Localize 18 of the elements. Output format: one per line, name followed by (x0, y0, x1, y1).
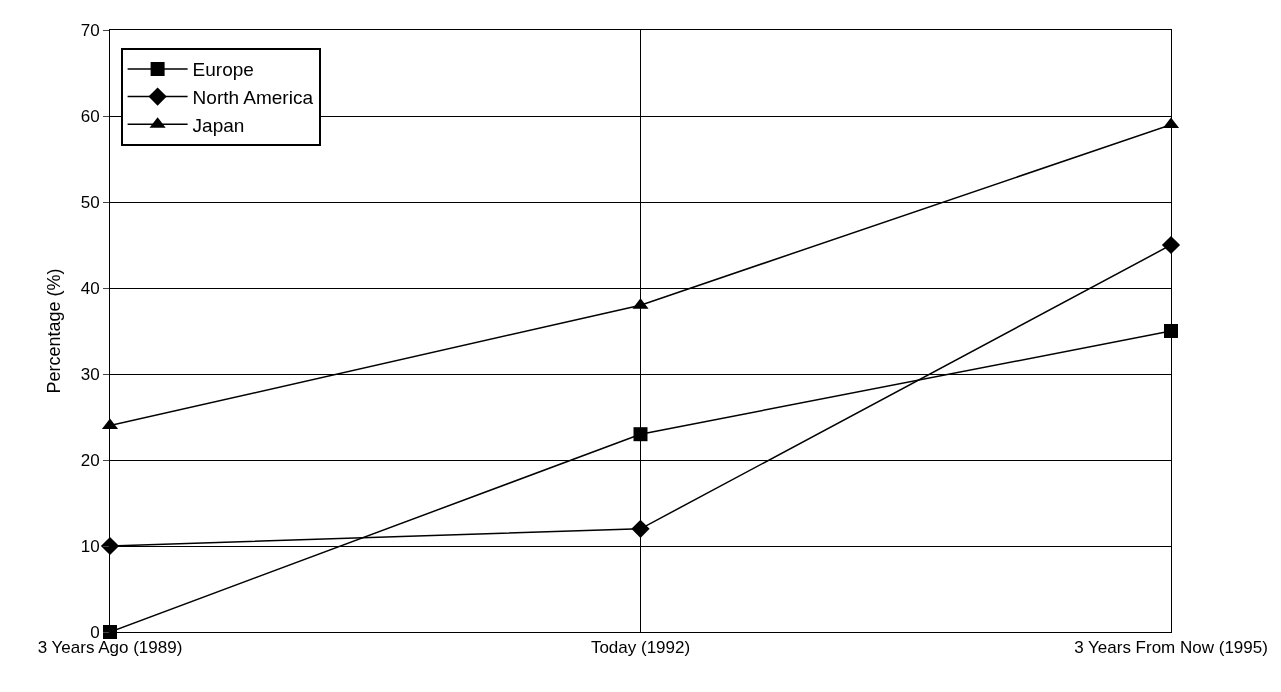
y-tick-label: 40 (80, 278, 100, 298)
legend-label: Japan (192, 114, 245, 136)
legend-label: Europe (192, 59, 254, 81)
point (631, 519, 650, 538)
legend-label: North America (192, 87, 314, 109)
y-axis-title: Percentage (%) (43, 268, 64, 394)
y-tick-label: 30 (80, 364, 100, 384)
point (633, 427, 648, 442)
point (1161, 235, 1181, 255)
y-tick-label: 50 (80, 192, 100, 212)
x-tick-label: Today (1992) (590, 638, 691, 658)
y-tick-label: 20 (80, 450, 100, 470)
y-tick-label: 60 (80, 106, 100, 126)
point (1164, 324, 1178, 338)
y-tick-label: 70 (80, 20, 100, 40)
y-tick-label: 10 (80, 536, 100, 556)
point (100, 536, 120, 556)
x-tick-label: 3 Years From Now (1995) (1074, 638, 1268, 658)
